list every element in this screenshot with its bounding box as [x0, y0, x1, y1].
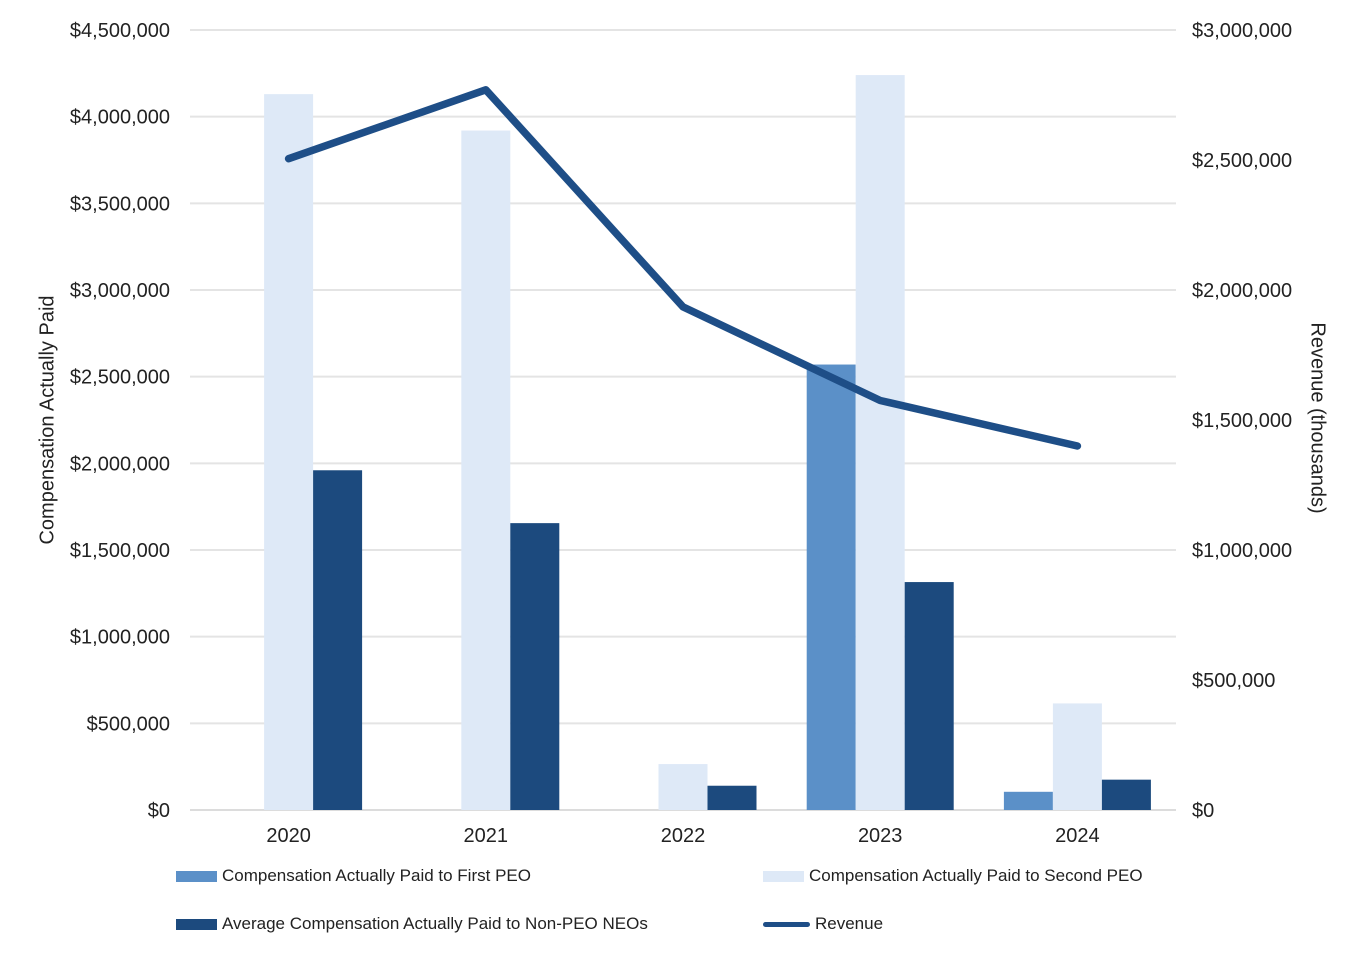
- x-axis-label-2022: 2022: [661, 825, 706, 847]
- left-axis-tick-label: $3,000,000: [70, 280, 170, 302]
- bar-average-compensation-actually-paid-to-non-peo-neos-2024: [1101, 779, 1151, 810]
- right-axis-tick-label: $2,000,000: [1192, 280, 1292, 302]
- left-axis-tick-label: $1,000,000: [70, 627, 170, 649]
- left-axis-tick-label: $4,500,000: [70, 20, 170, 42]
- bar-compensation-actually-paid-to-first-peo-2023: [806, 364, 856, 810]
- legend-swatch-first-peo: [176, 870, 217, 882]
- legend-swatch-revenue-line: [763, 921, 810, 927]
- bar-average-compensation-actually-paid-to-non-peo-neos-2022: [707, 785, 757, 810]
- right-axis-tick-label: $1,500,000: [1192, 410, 1292, 432]
- left-axis-tick-label: $2,000,000: [70, 453, 170, 475]
- left-axis-tick-label: $2,500,000: [70, 367, 170, 389]
- left-axis-tick-label: $3,500,000: [70, 193, 170, 215]
- legend-item-first-peo: Compensation Actually Paid to First PEO: [176, 866, 531, 886]
- right-axis-tick-label: $2,500,000: [1192, 150, 1292, 172]
- revenue-line: [284, 86, 1082, 450]
- x-axis-label-2024: 2024: [1055, 825, 1100, 847]
- legend-swatch-non-peo-neos: [176, 918, 217, 930]
- left-axis-title: Compensation Actually Paid: [36, 295, 59, 545]
- right-axis-tick-label: $0: [1192, 800, 1214, 822]
- bar-compensation-actually-paid-to-second-peo-2022: [658, 764, 708, 810]
- legend-swatch-second-peo: [763, 870, 804, 882]
- bar-compensation-actually-paid-to-second-peo-2020: [264, 94, 314, 811]
- legend-label-non-peo-neos: Average Compensation Actually Paid to No…: [222, 914, 648, 933]
- bar-compensation-actually-paid-to-second-peo-2023: [855, 75, 905, 811]
- right-axis-tick-label: $1,000,000: [1192, 540, 1292, 562]
- legend-label-first-peo: Compensation Actually Paid to First PEO: [222, 866, 531, 885]
- bar-average-compensation-actually-paid-to-non-peo-neos-2021: [510, 523, 560, 810]
- bar-compensation-actually-paid-to-second-peo-2024: [1052, 703, 1102, 810]
- legend-item-revenue: Revenue: [763, 914, 883, 934]
- legend-item-second-peo: Compensation Actually Paid to Second PEO: [763, 866, 1143, 886]
- bar-compensation-actually-paid-to-second-peo-2021: [461, 130, 511, 811]
- legend-label-second-peo: Compensation Actually Paid to Second PEO: [809, 866, 1143, 885]
- x-axis-label-2023: 2023: [858, 825, 903, 847]
- left-axis-tick-label: $500,000: [87, 713, 170, 735]
- right-axis-tick-label: $500,000: [1192, 670, 1275, 692]
- legend-label-revenue: Revenue: [815, 914, 884, 933]
- bar-average-compensation-actually-paid-to-non-peo-neos-2023: [904, 582, 954, 810]
- bar-compensation-actually-paid-to-first-peo-2024: [1003, 791, 1053, 810]
- bar-average-compensation-actually-paid-to-non-peo-neos-2020: [313, 470, 363, 810]
- x-axis-label-2021: 2021: [464, 825, 509, 847]
- legend-item-non-peo-neos: Average Compensation Actually Paid to No…: [176, 914, 648, 934]
- right-axis-tick-label: $3,000,000: [1192, 20, 1292, 42]
- left-axis-tick-label: $1,500,000: [70, 540, 170, 562]
- right-axis-title: Revenue (thousands): [1306, 322, 1329, 514]
- left-axis-tick-label: $0: [148, 800, 170, 822]
- x-axis-label-2020: 2020: [266, 825, 311, 847]
- left-axis-tick-label: $4,000,000: [70, 107, 170, 129]
